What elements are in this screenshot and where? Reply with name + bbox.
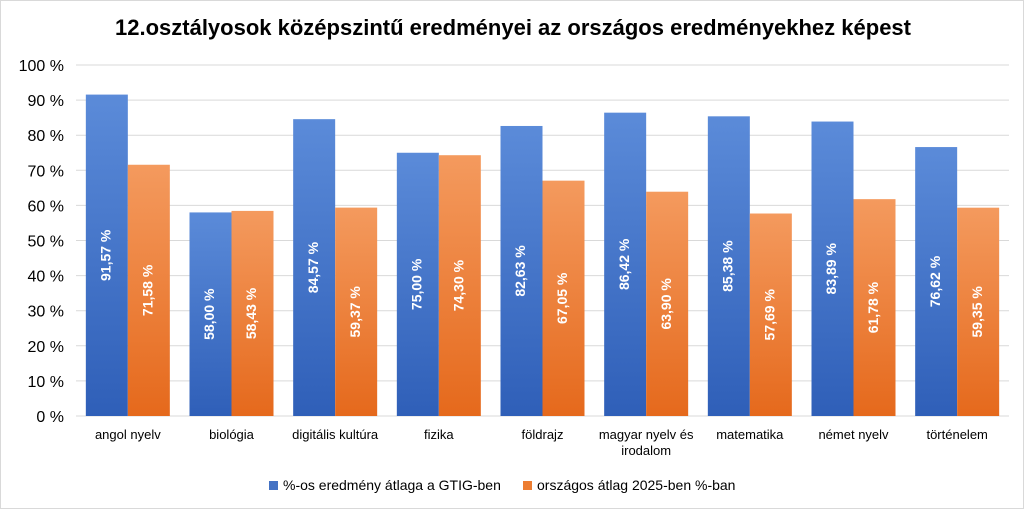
legend: %-os eredmény átlaga a GTIG-ben országos … bbox=[269, 477, 735, 493]
data-label: 58,00 % bbox=[201, 288, 217, 340]
bar-gtig bbox=[604, 112, 647, 416]
bar-gtig bbox=[500, 125, 543, 417]
data-label: 85,38 % bbox=[720, 240, 736, 292]
category-label: digitális kultúra bbox=[292, 427, 379, 442]
bar-orszagos bbox=[957, 207, 1000, 416]
bar-orszagos bbox=[438, 155, 481, 416]
data-label: 74,30 % bbox=[451, 259, 467, 311]
y-tick-label: 20 % bbox=[28, 339, 64, 356]
y-tick-label: 0 % bbox=[36, 409, 64, 426]
bar-gtig bbox=[915, 147, 958, 417]
legend-label: %-os eredmény átlaga a GTIG-ben bbox=[283, 477, 501, 493]
x-axis-categories: angol nyelv biológia digitális kultúra fizi… bbox=[95, 427, 988, 458]
y-tick-label: 100 % bbox=[19, 58, 64, 75]
y-tick-label: 10 % bbox=[28, 374, 64, 391]
data-label: 58,43 % bbox=[243, 287, 259, 339]
bar-gtig bbox=[85, 94, 128, 417]
y-tick-label: 80 % bbox=[28, 128, 64, 145]
bar-gtig bbox=[293, 119, 336, 416]
y-tick-label: 90 % bbox=[28, 93, 64, 110]
category-label: irodalom bbox=[621, 443, 671, 458]
bar-gtig bbox=[189, 212, 232, 416]
data-label: 76,62 % bbox=[927, 255, 943, 307]
bar-orszagos bbox=[749, 213, 792, 416]
y-tick-label: 40 % bbox=[28, 269, 64, 286]
data-label: 84,57 % bbox=[305, 241, 321, 293]
category-label: angol nyelv bbox=[95, 427, 161, 442]
y-tick-label: 50 % bbox=[28, 234, 64, 251]
bar-gtig bbox=[707, 116, 750, 417]
bar-orszagos bbox=[853, 199, 896, 416]
legend-swatch bbox=[523, 481, 532, 490]
bar-orszagos bbox=[127, 164, 170, 416]
category-label: történelem bbox=[926, 427, 987, 442]
y-tick-label: 70 % bbox=[28, 163, 64, 180]
category-label: német nyelv bbox=[818, 427, 889, 442]
bars bbox=[85, 94, 1000, 417]
data-label: 59,37 % bbox=[347, 286, 363, 338]
category-label: magyar nyelv és bbox=[599, 427, 694, 442]
data-label: 71,58 % bbox=[140, 264, 156, 316]
bar-orszagos bbox=[542, 180, 585, 416]
bar-orszagos bbox=[646, 191, 689, 416]
data-label: 82,63 % bbox=[512, 245, 528, 297]
data-label: 59,35 % bbox=[969, 286, 985, 338]
bar-orszagos bbox=[231, 210, 274, 416]
bar-gtig bbox=[396, 152, 439, 416]
category-label: földrajz bbox=[522, 427, 564, 442]
y-axis-ticks: 0 % 10 % 20 % 30 % 40 % 50 % 60 % 70 % 80 % 90 % 1… bbox=[19, 58, 64, 426]
data-label: 57,69 % bbox=[762, 289, 778, 341]
data-labels: 91,57 % 71,58 % 58,00 % 58,43 % 84,57 % 59,37… bbox=[98, 229, 985, 340]
legend-label: országos átlag 2025-ben %-ban bbox=[537, 477, 735, 493]
category-label: fizika bbox=[424, 427, 454, 442]
category-label: matematika bbox=[716, 427, 784, 442]
data-label: 61,78 % bbox=[865, 281, 881, 333]
data-label: 75,00 % bbox=[409, 258, 425, 310]
data-label: 91,57 % bbox=[98, 229, 114, 281]
y-tick-label: 60 % bbox=[28, 198, 64, 215]
y-tick-label: 30 % bbox=[28, 304, 64, 321]
data-label: 67,05 % bbox=[554, 272, 570, 324]
legend-swatch bbox=[269, 481, 278, 490]
data-label: 63,90 % bbox=[658, 278, 674, 330]
category-label: biológia bbox=[209, 427, 255, 442]
bar-gtig bbox=[811, 121, 854, 417]
bar-orszagos bbox=[335, 207, 378, 416]
data-label: 86,42 % bbox=[616, 238, 632, 290]
data-label: 83,89 % bbox=[823, 243, 839, 295]
chart-title: 12.osztályosok középszintű eredményei az… bbox=[115, 15, 911, 40]
